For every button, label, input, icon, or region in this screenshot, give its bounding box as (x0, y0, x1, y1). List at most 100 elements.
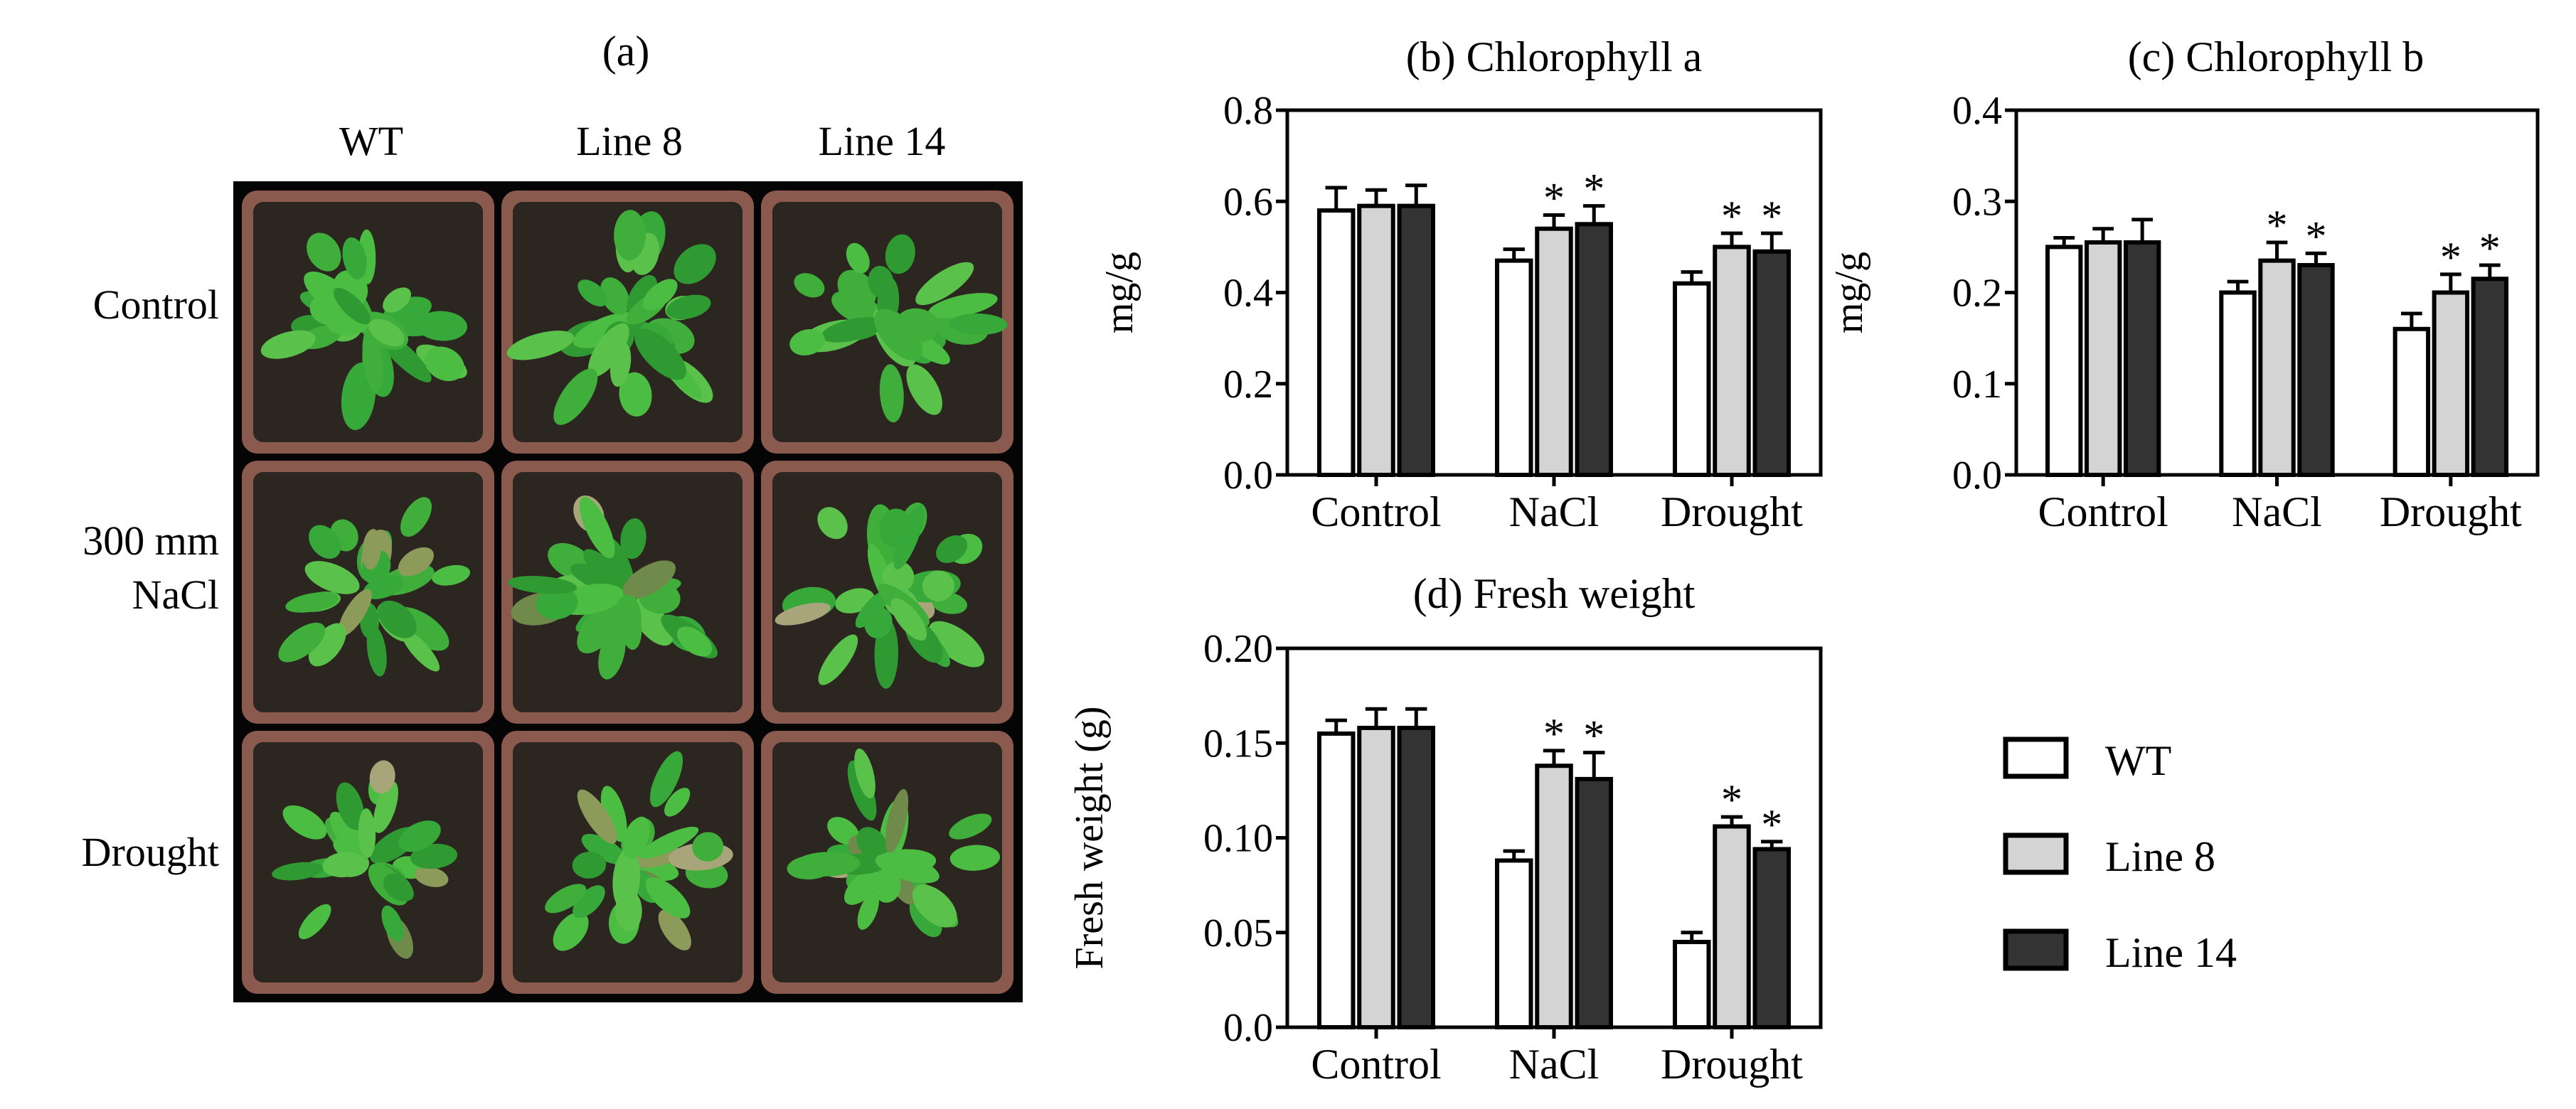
leaf (885, 234, 915, 274)
leaf (322, 852, 366, 878)
significance-star: * (2305, 213, 2326, 259)
leaf (949, 813, 992, 840)
leaf (536, 586, 578, 620)
leaf (304, 561, 360, 594)
leaf (579, 496, 615, 559)
leaf (362, 328, 383, 393)
leaf (692, 832, 724, 862)
leaf (619, 372, 652, 417)
leaf (587, 323, 629, 377)
leaf (508, 576, 578, 594)
leaf (906, 364, 942, 415)
category-label: Control (2038, 488, 2168, 535)
y-tick-label: 0.8 (1223, 89, 1273, 133)
chart-fresh-weight: (d) Fresh weight Fresh weight (g) 0.0 0.05 0… (1068, 570, 1823, 1088)
legend-swatch-line14 (2003, 928, 2069, 971)
y-tick-label: 0.2 (1952, 272, 2002, 316)
bar-wt-nacl (2219, 290, 2257, 477)
leaf (676, 626, 713, 657)
leaf (378, 600, 417, 638)
plant-photo-1-1 (501, 461, 754, 724)
leaf (583, 549, 622, 586)
leaf (333, 287, 371, 325)
leaf (844, 869, 880, 905)
leaf (285, 592, 339, 613)
significance-star: * (1761, 801, 1782, 848)
leaf (634, 328, 686, 380)
category-label: Drought (1661, 488, 1803, 535)
bar-line8-control (1357, 725, 1395, 1029)
category-label: Control (1311, 1041, 1441, 1088)
leaf (922, 570, 954, 601)
leaf (912, 884, 957, 928)
category-label: Drought (1661, 1041, 1803, 1088)
leaf (398, 820, 441, 852)
bar-line14-nacl (1575, 776, 1613, 1029)
bar-wt-control (1317, 731, 1356, 1030)
significance-star: * (2440, 234, 2461, 281)
legend-label: WT (2105, 737, 2171, 784)
bar-line8-drought (2432, 290, 2470, 477)
leaf (868, 265, 894, 299)
leaf (874, 309, 923, 361)
bar-line8-nacl (2258, 258, 2296, 477)
leaf (649, 751, 683, 808)
y-tick-label: 0.0 (1952, 454, 2002, 498)
leaf (623, 816, 650, 859)
category-label: Control (1311, 488, 1441, 535)
leaf (837, 269, 877, 310)
leaf (401, 630, 440, 672)
leaf (573, 885, 605, 918)
leaf (307, 232, 341, 272)
leaf (857, 892, 879, 930)
leaf (949, 313, 1008, 336)
leaf (600, 277, 630, 315)
leaf (854, 748, 875, 798)
leaf (789, 328, 825, 356)
plant-photo-0-1 (501, 191, 754, 454)
plant-photo-0-2 (761, 191, 1013, 454)
bar-line14-control (1397, 203, 1435, 477)
leaf (369, 760, 395, 794)
leaf (821, 317, 885, 343)
leaf (775, 602, 831, 626)
leaf (614, 210, 646, 261)
leaf (936, 535, 968, 563)
column-label-line8: Line 8 (576, 118, 683, 164)
leaf (620, 518, 646, 559)
y-axis-label: Fresh weight (g) (1068, 706, 1112, 969)
bar-wt-drought (1673, 281, 1711, 477)
bar-line8-control (2084, 240, 2122, 477)
leaf (879, 364, 904, 423)
leaf (308, 623, 346, 667)
leaf (383, 873, 413, 901)
significance-star: * (1721, 776, 1742, 823)
significance-star: * (2267, 202, 2288, 249)
category-label: NaCl (1509, 1041, 1600, 1088)
bar-line8-control (1357, 203, 1395, 477)
leaf (794, 273, 825, 298)
leaf (309, 525, 341, 559)
y-tick-label: 0.6 (1223, 180, 1273, 224)
row-label-drought: Drought (82, 829, 219, 875)
leaf (639, 826, 699, 859)
leaf (577, 789, 617, 844)
chart-title: (b) Chlorophyll a (1406, 33, 1703, 80)
legend-swatch-line8 (2003, 832, 2069, 875)
leaf (383, 287, 412, 313)
y-tick-label: 0.0 (1223, 1006, 1273, 1050)
y-tick-label: 0.20 (1203, 627, 1273, 671)
legend: WT Line 8 Line 14 (2003, 736, 2237, 976)
y-axis-label: mg/g (1827, 252, 1871, 333)
leaf (358, 808, 376, 858)
legend-label: Line 14 (2105, 929, 2237, 976)
plant-photo-2-1 (501, 731, 754, 994)
bar-line8-nacl (1535, 226, 1573, 477)
bar-line8-drought (1713, 245, 1751, 477)
bar-wt-control (1317, 208, 1356, 477)
bar-line14-nacl (1575, 222, 1613, 477)
bar-wt-drought (1673, 940, 1711, 1029)
bar-line14-control (1397, 725, 1435, 1029)
leaf (872, 869, 901, 903)
leaf (927, 293, 998, 318)
